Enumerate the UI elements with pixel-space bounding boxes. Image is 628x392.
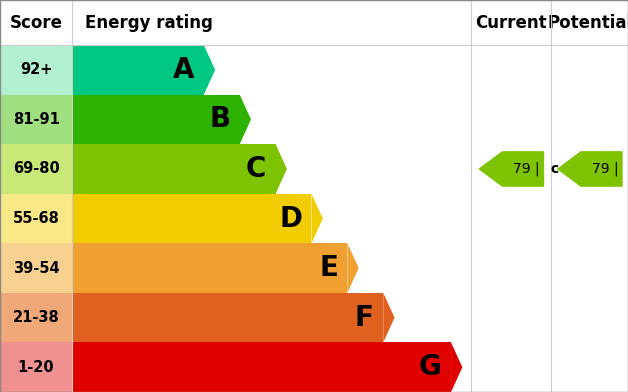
Text: c: c [625,162,628,176]
Bar [0,144,72,194]
Bar [72,194,311,243]
Text: E: E [319,254,338,282]
Text: B: B [209,105,230,133]
Bar [471,45,628,94]
Text: c: c [546,162,560,176]
Bar [72,45,204,94]
Polygon shape [311,194,323,243]
Bar [471,194,628,243]
Polygon shape [347,243,359,293]
Bar [0,243,72,293]
Polygon shape [276,144,287,194]
Bar [72,243,347,293]
Text: F: F [355,304,374,332]
Text: 79 |: 79 | [513,162,539,176]
Text: Potential: Potential [547,14,628,31]
Text: 1-20: 1-20 [18,360,55,375]
Polygon shape [451,343,462,392]
Bar [72,144,276,194]
Bar [72,94,240,144]
Bar [0,194,72,243]
Bar [0,45,72,94]
Polygon shape [557,151,622,187]
Bar [72,293,383,343]
Bar [0,343,72,392]
Text: A: A [173,56,195,84]
Text: Energy rating: Energy rating [85,14,213,31]
Text: C: C [246,155,266,183]
Text: 79 |: 79 | [592,162,618,176]
Text: G: G [419,353,441,381]
Text: 81-91: 81-91 [13,112,60,127]
Text: D: D [279,205,302,232]
Polygon shape [204,45,215,94]
Text: 69-80: 69-80 [13,162,60,176]
Bar [471,243,628,293]
Polygon shape [479,151,544,187]
Bar [0,293,72,343]
Polygon shape [240,94,251,144]
Text: 21-38: 21-38 [13,310,60,325]
Bar [72,343,451,392]
Text: 39-54: 39-54 [13,261,60,276]
Text: Current: Current [475,14,547,31]
Bar [0,94,72,144]
Text: 92+: 92+ [20,62,52,77]
Polygon shape [383,293,394,343]
Bar [471,144,628,194]
Text: Score: Score [9,14,63,31]
Text: 55-68: 55-68 [13,211,60,226]
Bar [471,343,628,392]
Bar [0,0,628,45]
Bar [471,293,628,343]
Bar [471,94,628,144]
